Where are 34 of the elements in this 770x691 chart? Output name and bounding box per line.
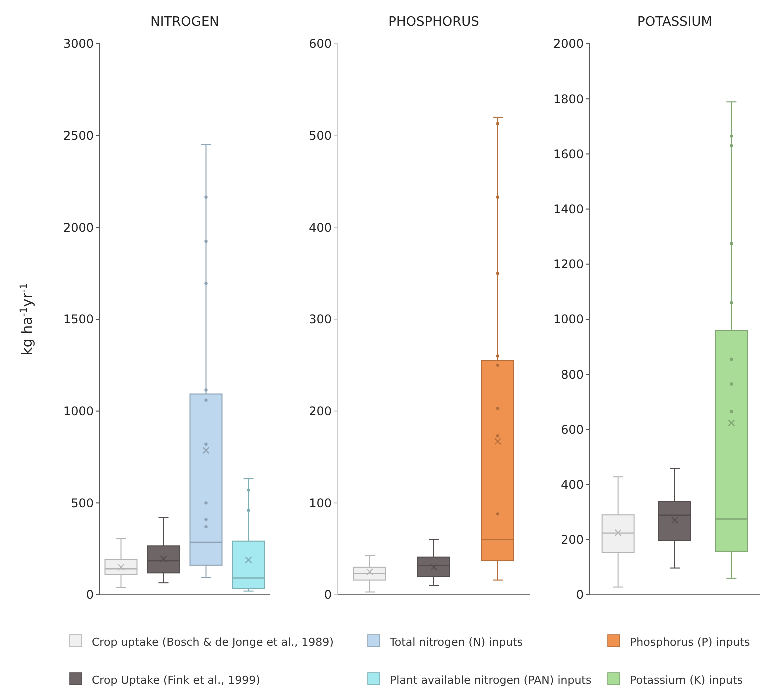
y-tick-label: 800 — [561, 368, 584, 382]
y-tick-label: 0 — [324, 588, 332, 602]
y-tick-label: 500 — [71, 496, 94, 510]
y-tick-label: 200 — [309, 404, 332, 419]
legend-label: Total nitrogen (N) inputs — [389, 636, 524, 649]
y-tick-label: 1000 — [553, 312, 584, 327]
legend-label: Plant available nitrogen (PAN) inputs — [390, 674, 592, 687]
y-tick-label: 1200 — [553, 258, 584, 272]
y-tick-label: 400 — [561, 478, 584, 492]
y-tick-label: 400 — [309, 220, 332, 235]
y-tick-label: 600 — [561, 422, 584, 437]
y-tick-label: 1000 — [63, 404, 94, 419]
y-tick-label: 300 — [309, 312, 332, 327]
y-tick-label: 1600 — [553, 147, 584, 162]
y-tick-label: 200 — [561, 533, 584, 548]
chart-title: POTASSIUM — [638, 15, 712, 30]
y-tick-label: 500 — [309, 129, 332, 144]
y-tick-label: 600 — [309, 37, 332, 52]
legend-label: Potassium (K) inputs — [630, 674, 744, 687]
y-tick-label: 1400 — [553, 202, 584, 216]
y-tick-label: 2000 — [63, 220, 94, 235]
y-tick-label: 100 — [309, 496, 332, 510]
legend-label: Crop uptake (Bosch & de Jonge et al., 1989) — [92, 636, 334, 649]
legend-label: Phosphorus (P) inputs — [630, 636, 750, 649]
chart-title: PHOSPHORUS — [388, 15, 480, 30]
legend-label: Crop Uptake (Fink et al., 1999) — [92, 674, 260, 687]
y-tick-label: 3000 — [63, 37, 94, 52]
chart-title: NITROGEN — [150, 15, 220, 30]
y-tick-label: 2500 — [63, 129, 94, 144]
y-tick-label: 1500 — [63, 312, 94, 327]
y-tick-label: 0 — [576, 588, 584, 602]
y-tick-label: 0 — [86, 588, 94, 602]
y-tick-label: 1800 — [553, 92, 584, 106]
y-tick-label: 2000 — [553, 37, 584, 52]
